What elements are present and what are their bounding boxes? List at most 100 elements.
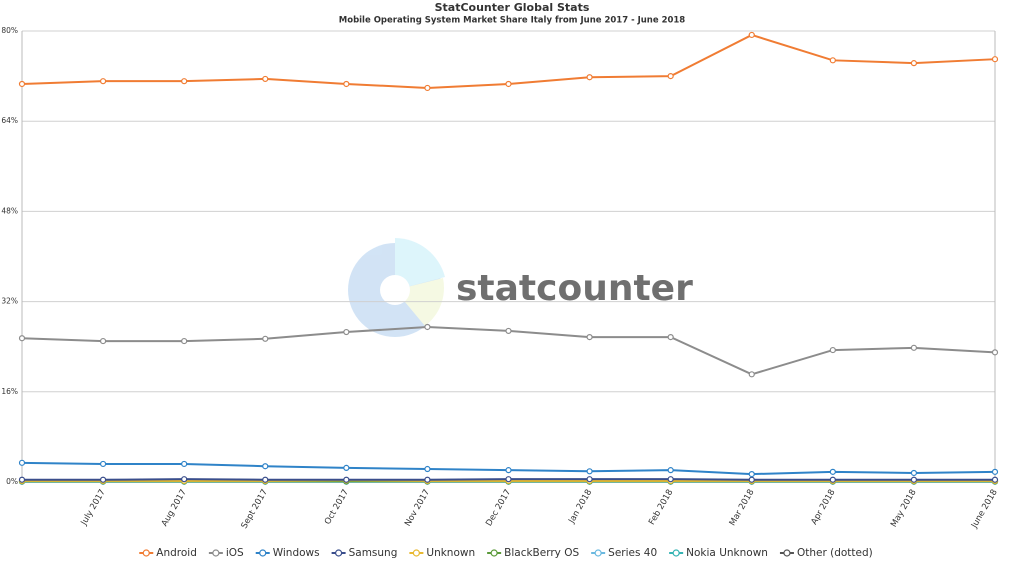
x-tick-label: Sept 2017 <box>240 488 271 531</box>
data-point <box>181 337 188 345</box>
data-point <box>99 460 107 468</box>
chart-subtitle: Mobile Operating System Market Share Ita… <box>339 16 686 26</box>
x-tick-label: Oct 2017 <box>323 488 351 527</box>
x-tick-label: Dec 2017 <box>484 488 513 528</box>
data-point <box>424 323 431 331</box>
legend-item: iOS <box>208 547 244 559</box>
legend-swatch-dot <box>490 549 498 557</box>
data-point <box>99 337 107 345</box>
x-tick-label: Feb 2018 <box>647 488 675 527</box>
data-point <box>505 327 512 335</box>
legend-swatch-dot <box>335 549 343 557</box>
x-tick-label: June 2018 <box>969 488 1000 531</box>
legend-item: BlackBerry OS <box>487 547 579 559</box>
data-point <box>991 349 999 356</box>
data-point <box>829 476 836 483</box>
data-point <box>424 84 431 92</box>
data-point <box>18 335 26 342</box>
legend-label: BlackBerry OS <box>504 547 579 559</box>
x-tick-label: May 2018 <box>889 488 919 529</box>
legend-label: Other (dotted) <box>797 547 873 559</box>
series-line <box>21 33 996 89</box>
y-tick-label: 80% <box>1 26 18 35</box>
legend-label: Samsung <box>349 547 398 559</box>
series-line <box>21 325 996 376</box>
legend-label: Android <box>156 547 197 559</box>
data-point <box>748 31 755 39</box>
data-point <box>424 476 431 483</box>
data-point <box>748 476 755 483</box>
legend-item: Windows <box>255 547 320 559</box>
data-point <box>667 476 674 483</box>
data-point <box>829 346 836 354</box>
data-point <box>991 468 999 475</box>
y-tick-label: 32% <box>1 297 18 306</box>
data-point <box>262 75 269 83</box>
logo-hole <box>380 275 410 305</box>
legend-swatch-dot <box>594 549 602 557</box>
data-point <box>505 80 512 88</box>
data-point <box>18 80 26 88</box>
chart-title: StatCounter Global Stats <box>435 1 590 14</box>
y-tick-label: 48% <box>1 206 18 215</box>
legend-label: Unknown <box>426 547 475 559</box>
legend-item: Series 40 <box>591 547 657 559</box>
data-point <box>829 57 836 64</box>
data-point <box>424 465 431 473</box>
data-point <box>586 476 593 483</box>
data-point <box>586 74 593 81</box>
legend-item: Other (dotted) <box>779 547 873 559</box>
x-tick-label: Jan 2018 <box>566 488 594 526</box>
data-point <box>505 476 512 483</box>
data-point <box>99 78 107 85</box>
data-point <box>667 72 674 80</box>
legend-item: Nokia Unknown <box>669 547 768 559</box>
data-point <box>343 328 350 336</box>
data-point <box>586 334 593 341</box>
data-point <box>991 476 999 483</box>
data-point <box>181 460 188 468</box>
data-point <box>181 78 188 85</box>
legend-swatch-dot <box>212 549 220 557</box>
legend-item: Android <box>139 547 197 559</box>
legend-swatch-dot <box>259 549 267 557</box>
legend-item: Samsung <box>331 547 398 559</box>
x-tick-label: July 2017 <box>79 488 108 528</box>
data-point <box>18 459 26 466</box>
data-point <box>910 469 918 477</box>
data-point <box>262 463 269 470</box>
legend-label: Nokia Unknown <box>686 547 768 559</box>
x-tick-label: Mar 2018 <box>728 488 757 528</box>
data-point <box>910 476 918 483</box>
data-point <box>667 334 674 341</box>
x-tick-label: Nov 2017 <box>403 488 432 528</box>
x-tick-label: Apr 2018 <box>809 488 837 527</box>
data-point <box>586 468 593 475</box>
data-point <box>181 476 188 483</box>
logo-slice <box>395 238 445 290</box>
data-point <box>18 476 26 483</box>
data-point <box>343 80 350 88</box>
y-tick-label: 16% <box>1 387 18 396</box>
logo-disc <box>348 243 442 337</box>
data-point <box>262 335 269 342</box>
y-tick-label: 64% <box>1 116 18 125</box>
legend-label: iOS <box>226 547 244 559</box>
data-point <box>910 60 918 67</box>
x-tick-label: Aug 2017 <box>160 488 189 528</box>
legend: Android iOS Windows Samsung Unknown BlackBerr… <box>139 547 873 559</box>
legend-swatch-dot <box>672 549 680 557</box>
legend-item: Unknown <box>409 547 475 559</box>
data-point <box>667 467 674 474</box>
data-point <box>748 371 755 378</box>
data-point <box>505 467 512 474</box>
legend-swatch-dot <box>142 549 150 557</box>
data-point <box>910 344 918 351</box>
data-point <box>829 468 836 475</box>
data-point <box>343 476 350 483</box>
data-point <box>991 56 999 63</box>
legend-label: Series 40 <box>608 547 657 559</box>
data-point <box>262 476 269 483</box>
